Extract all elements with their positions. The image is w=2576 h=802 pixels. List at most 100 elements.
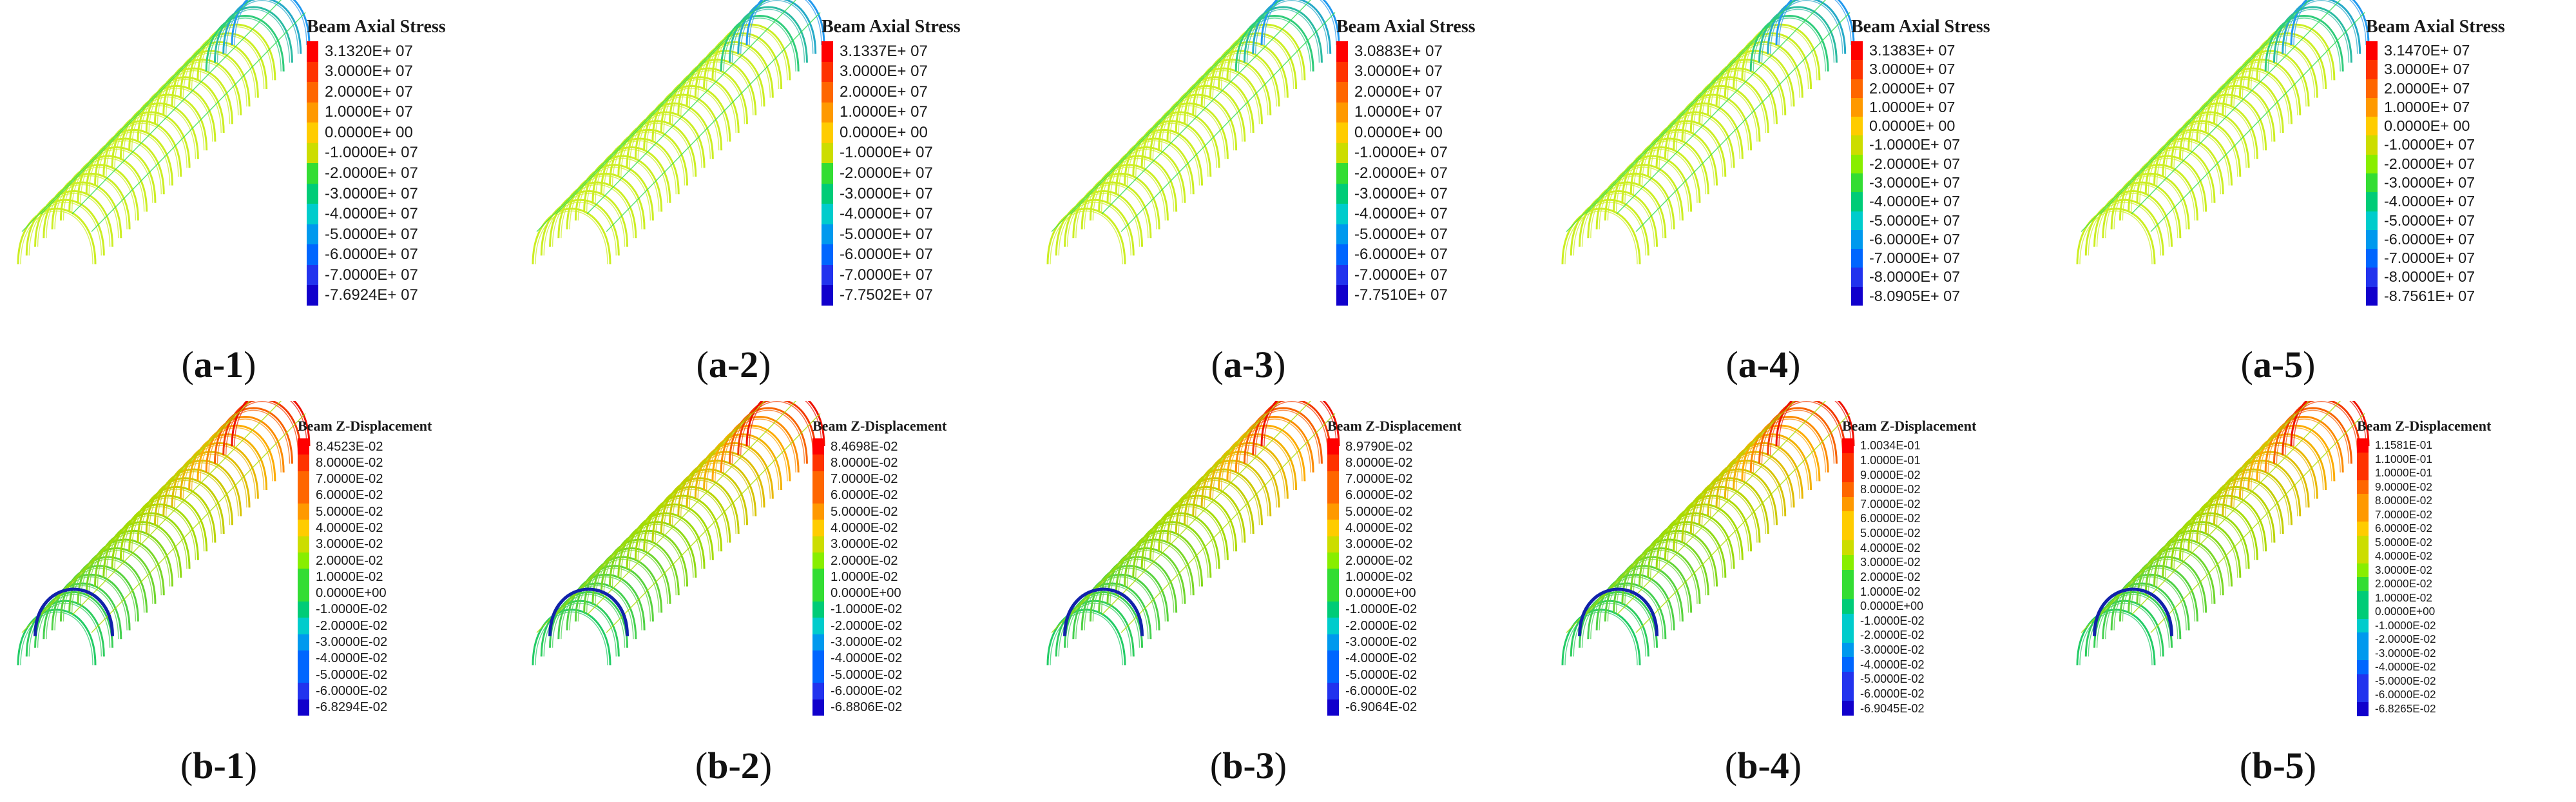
legend-swatch <box>1851 286 1863 306</box>
contour-legend: Beam Z-Displacement 8.9790E-02 8.0000E-02 7… <box>1327 418 1495 716</box>
tunnel-rib-inner <box>1753 17 1826 72</box>
legend-title: Beam Z-Displacement <box>812 418 947 434</box>
tunnel-rib-inner <box>740 401 814 455</box>
tunnel-longitudinal-line <box>1051 12 1266 232</box>
legend-title: Beam Axial Stress <box>2366 17 2505 37</box>
legend-swatch <box>812 618 824 635</box>
figure-panel-b-5: Beam Z-Displacement 1.1581E-01 1.1000E-01 1… <box>2059 401 2574 802</box>
legend-tick-label: 3.0000E-02 <box>1345 537 1413 552</box>
tunnel-longitudinal-line <box>2131 401 2341 616</box>
tunnel-longitudinal-line <box>1101 0 1312 215</box>
legend-tick-label: 1.1581E-01 <box>2375 438 2432 452</box>
tunnel-rib <box>205 15 285 72</box>
legend-swatch <box>812 569 824 586</box>
legend-tick-label: -1.0000E+ 07 <box>1869 136 1961 153</box>
legend-swatch <box>2357 563 2369 578</box>
legend-tick-label: -5.0000E-02 <box>831 667 903 682</box>
tunnel-longitudinal-line <box>586 0 797 215</box>
tunnel-rib-inner <box>1246 409 1320 464</box>
legend-swatch <box>1336 183 1348 204</box>
legend-tick-label: -1.0000E+ 07 <box>2384 136 2475 153</box>
legend-swatch <box>1327 699 1339 716</box>
legend-tick-label: -5.0000E+ 07 <box>325 225 418 243</box>
legend-title: Beam Axial Stress <box>307 17 446 37</box>
legend-tick-label: -6.0000E-02 <box>831 683 903 698</box>
tunnel-rib-inner <box>2276 8 2350 63</box>
legend-swatch <box>1842 598 1854 614</box>
legend-swatch <box>822 224 833 245</box>
legend-tick-label: -6.8265E-02 <box>2375 701 2436 715</box>
contour-legend: Beam Z-Displacement 1.0034E-01 1.0000E-01 9… <box>1842 418 2010 716</box>
legend-tick-label: 7.0000E-02 <box>1860 497 1921 511</box>
legend-swatch <box>2357 577 2369 591</box>
panel-caption-id: a-5 <box>2253 344 2303 386</box>
legend-tick-label: 7.0000E-02 <box>831 472 898 487</box>
tunnel-rib <box>720 15 800 72</box>
tunnel-longitudinal-line <box>2150 12 2365 232</box>
panel-caption-id: a-1 <box>193 344 244 386</box>
legend-swatch <box>812 536 824 553</box>
legend-swatch <box>1842 628 1854 643</box>
tunnel-rib <box>17 208 97 265</box>
legend-swatch <box>822 204 833 225</box>
legend-swatch <box>812 634 824 651</box>
legend-tick-label: -6.0000E+ 07 <box>1354 246 1448 264</box>
legend-tick-label: 8.4698E-02 <box>831 439 898 454</box>
tunnel-rib-inner <box>1238 17 1311 72</box>
tunnel-rib-inner <box>208 17 282 72</box>
legend-swatch <box>2357 632 2369 647</box>
legend-tick-label: -1.0000E-02 <box>316 602 388 617</box>
legend-swatch <box>1327 536 1339 553</box>
legend-swatch <box>1851 79 1863 99</box>
tunnel-longitudinal-line <box>21 12 236 232</box>
legend-swatch <box>1336 41 1348 63</box>
legend-tick-label: 3.1320E+ 07 <box>325 42 413 60</box>
legend-tick-label: -1.0000E-02 <box>1860 614 1925 627</box>
tunnel-beam-model <box>532 0 825 265</box>
tunnel-rib <box>557 181 637 239</box>
legend-tick-label: 2.0000E+ 07 <box>1869 79 1956 97</box>
legend-tick-label: -1.0000E+ 07 <box>840 144 933 162</box>
legend-swatch <box>298 438 309 455</box>
legend-swatch <box>1336 285 1348 306</box>
legend-tick-label: 3.0000E-02 <box>1860 556 1921 569</box>
legend-tick-label: 4.0000E-02 <box>2375 549 2432 563</box>
legend-swatch <box>1842 584 1854 600</box>
tunnel-rib <box>745 0 825 46</box>
legend-swatch <box>1851 97 1863 117</box>
legend-swatch <box>822 264 833 286</box>
tunnel-rib-inner <box>2267 17 2341 72</box>
legend-tick-label: 6.0000E-02 <box>1345 488 1413 503</box>
legend-swatch <box>298 471 309 488</box>
legend-tick-label: 2.0000E-02 <box>1860 570 1921 583</box>
tunnel-rib-inner <box>2276 409 2350 464</box>
legend-swatch <box>812 667 824 683</box>
legend-swatch <box>822 82 833 103</box>
panel-caption-id: b-3 <box>1222 745 1274 787</box>
tunnel-rib-inner <box>1564 611 1638 666</box>
legend-title: Beam Z-Displacement <box>298 418 432 434</box>
legend-tick-label: -7.0000E+ 07 <box>1869 249 1961 267</box>
tunnel-rib <box>1072 181 1152 239</box>
tunnel-rib <box>25 199 105 256</box>
tunnel-rib <box>1235 15 1314 72</box>
figure-panel-b-3: Beam Z-Displacement 8.9790E-02 8.0000E-02 7… <box>1030 401 1544 802</box>
tunnel-beam-model <box>1046 401 1340 666</box>
tunnel-rib <box>1064 190 1144 247</box>
panel-caption: (a-5) <box>2240 344 2316 386</box>
tunnel-longitudinal-line <box>2131 0 2341 215</box>
legend-tick-label: -6.8806E-02 <box>831 700 903 715</box>
legend-tick-label: -5.0000E-02 <box>1860 672 1925 686</box>
legend-swatch <box>822 61 833 83</box>
legend-tick-label: -4.0000E-02 <box>831 651 903 666</box>
tunnel-longitudinal-line <box>555 401 766 616</box>
tunnel-rib <box>231 0 311 46</box>
panel-caption: (a-2) <box>696 344 771 386</box>
tunnel-longitudinal-line <box>1635 12 1850 232</box>
legend-swatch <box>298 634 309 651</box>
tunnel-rib-inner <box>2079 210 2153 265</box>
legend-swatch <box>812 520 824 537</box>
panel-caption: (a-1) <box>181 344 256 386</box>
tunnel-rib <box>2264 416 2344 473</box>
legend-tick-label: 3.0000E+ 07 <box>1354 63 1443 81</box>
